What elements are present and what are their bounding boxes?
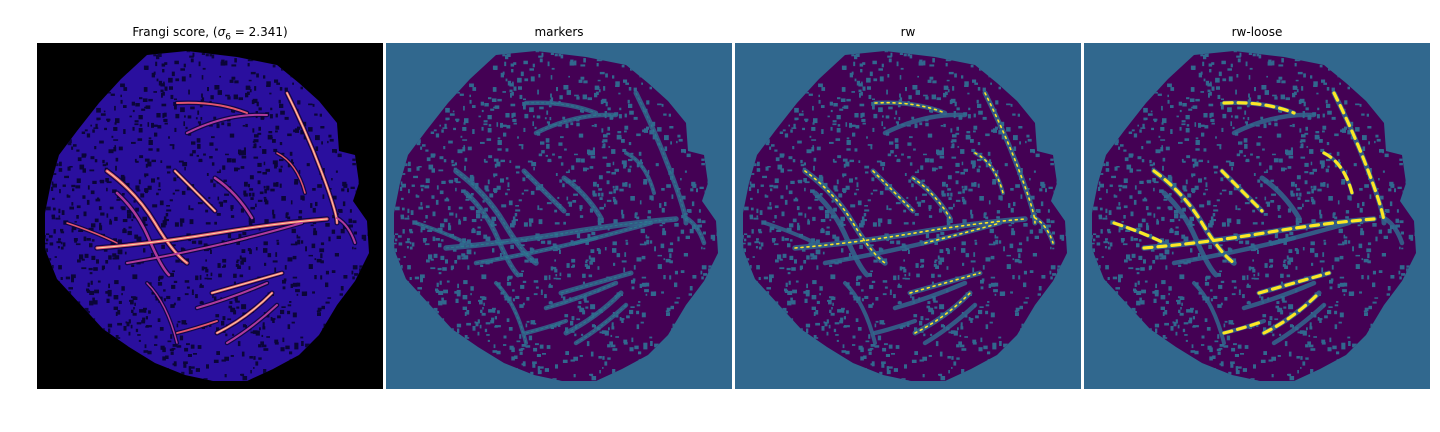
panel-title-frangi: Frangi score, (σ6 = 2.341): [37, 25, 383, 42]
rw-image-panel: [735, 43, 1081, 389]
rw-loose-image: [1084, 43, 1430, 389]
frangi-image: [37, 43, 383, 389]
title-suffix: = 2.341): [230, 25, 288, 39]
title-subscript: 6: [225, 32, 231, 43]
vessel-highlights: [415, 92, 705, 344]
vessel-highlights: [66, 91, 356, 344]
rw-image: [735, 43, 1081, 389]
markers-image-panel: [386, 43, 732, 389]
rw-loose-image-panel: [1084, 43, 1430, 389]
title-prefix: Frangi score, (: [132, 25, 218, 39]
frangi-image-panel: [37, 43, 383, 389]
vessel-highlights: [794, 92, 1054, 334]
vessel-highlights: [1112, 91, 1386, 335]
panel-title-rw: rw: [900, 25, 916, 39]
panel-title-markers: markers: [534, 25, 584, 39]
markers-image: [386, 43, 732, 389]
panel-title-rw-loose: rw-loose: [1231, 25, 1283, 39]
title-sigma: σ: [217, 25, 226, 39]
